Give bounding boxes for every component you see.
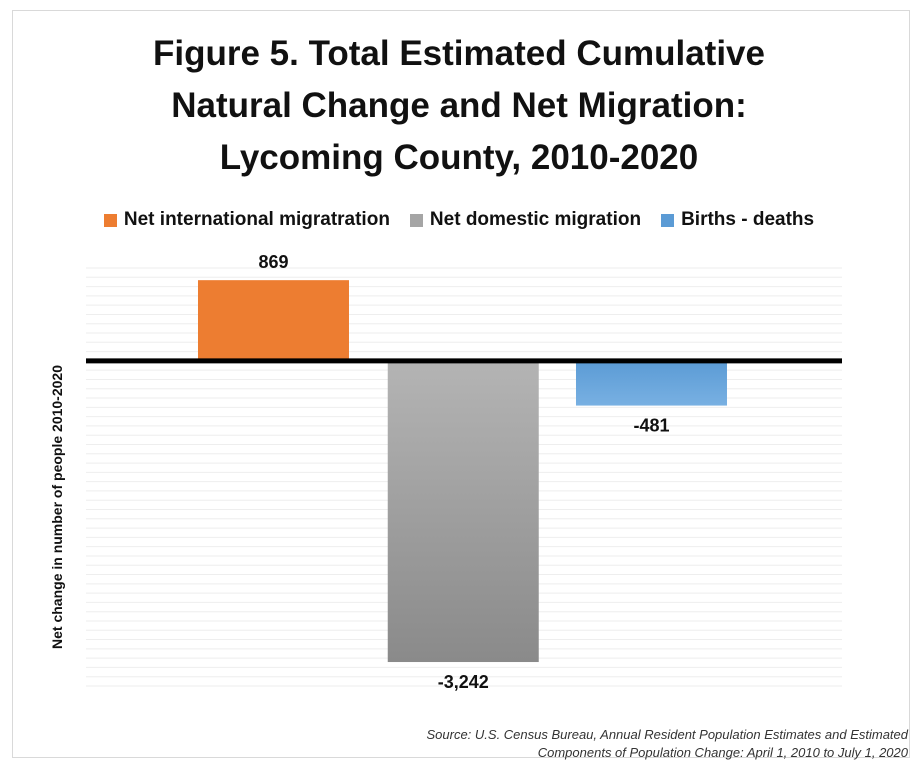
- data-label: 869: [258, 252, 288, 272]
- bar-domestic: [387, 360, 539, 663]
- legend: Net international migratration Net domes…: [0, 209, 918, 231]
- data-label: -481: [633, 416, 669, 436]
- legend-label-natural: Births - deaths: [681, 209, 815, 230]
- legend-swatch-domestic: [409, 213, 423, 227]
- source-note: Source: U.S. Census Bureau, Annual Resid…: [426, 727, 908, 760]
- legend-label-domestic: Net domestic migration: [429, 209, 642, 230]
- chart-title: Figure 5. Total Estimated Cumulative Nat…: [153, 34, 765, 177]
- chart-frame: [12, 10, 910, 758]
- legend-label-international: Net international migratration: [123, 209, 390, 230]
- bars: [197, 280, 727, 663]
- bar-natural: [575, 360, 727, 406]
- data-label: -3,242: [438, 672, 489, 692]
- bar-international: [197, 280, 349, 361]
- legend-swatch-natural: [661, 213, 675, 227]
- legend-swatch-international: [103, 213, 117, 227]
- data-labels: 869 -3,242 -481: [258, 252, 669, 692]
- legend-item-domestic: Net domestic migration: [409, 209, 642, 231]
- y-axis-label: Net change in number of people 2010-2020: [49, 365, 65, 649]
- legend-item-international: Net international migratration: [103, 209, 390, 231]
- legend-item-natural: Births - deaths: [661, 209, 814, 231]
